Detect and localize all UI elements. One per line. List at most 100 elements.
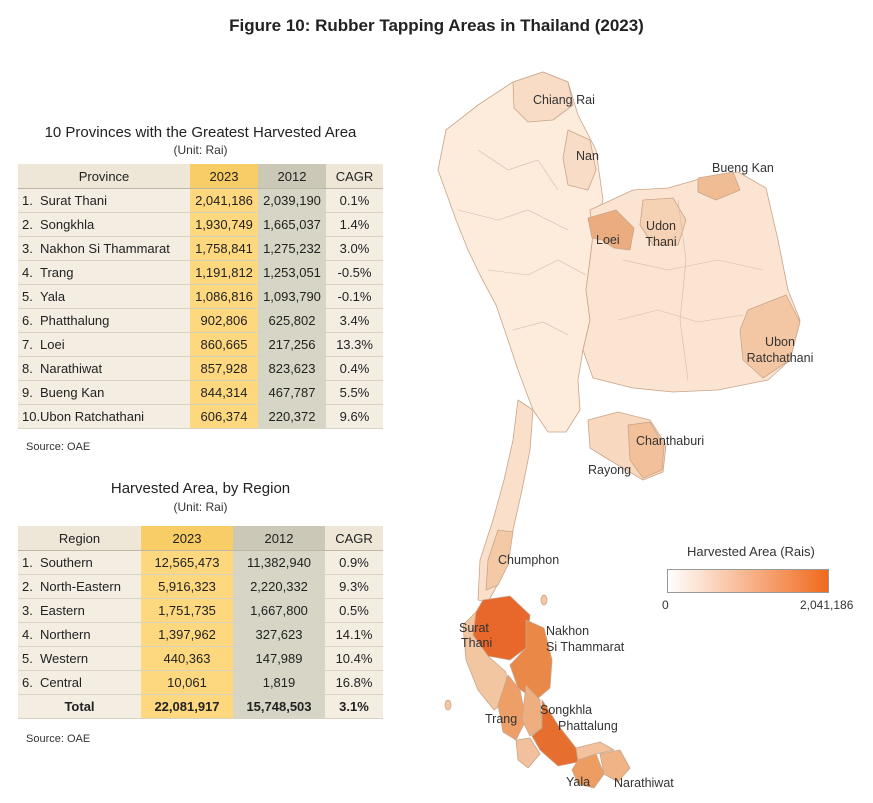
table-row: 1. Surat Thani 2,041,186 2,039,190 0.1% bbox=[18, 188, 383, 213]
row-number: 6. bbox=[22, 675, 33, 690]
map-boundary-line bbox=[617, 309, 744, 323]
provinces-table-title: 10 Provinces with the Greatest Harvested… bbox=[44, 124, 357, 141]
map-label: Loei bbox=[596, 233, 620, 247]
map-province-ubon-ratchathani bbox=[739, 294, 801, 379]
value-2012: 467,787 bbox=[258, 380, 326, 405]
row-number: 4. bbox=[22, 627, 33, 642]
row-number: 3. bbox=[22, 241, 33, 256]
value-2012: 823,623 bbox=[258, 356, 326, 381]
province-label: Narathiwat bbox=[40, 361, 103, 376]
header-2012: 2012 bbox=[233, 526, 325, 551]
region-name: 1. Southern bbox=[18, 550, 141, 575]
province-label: Loei bbox=[40, 337, 65, 352]
figure-title: Figure 10: Rubber Tapping Areas in Thail… bbox=[229, 16, 644, 35]
value-2012: 11,382,940 bbox=[233, 550, 325, 575]
map-region-south-upper bbox=[477, 399, 534, 603]
region-name: 3. Eastern bbox=[18, 598, 141, 623]
row-number: 1. bbox=[22, 555, 33, 570]
row-number: 6. bbox=[22, 313, 33, 328]
map-boundary-line bbox=[512, 321, 569, 336]
table-row: 7. Loei 860,665 217,256 13.3% bbox=[18, 332, 383, 357]
row-number: 7. bbox=[22, 337, 33, 352]
province-label: Nakhon Si Thammarat bbox=[40, 241, 170, 256]
total-2023: 22,081,917 bbox=[141, 694, 233, 719]
value-2012: 147,989 bbox=[233, 646, 325, 671]
province-label: Songkhla bbox=[40, 217, 95, 232]
value-2012: 1,667,800 bbox=[233, 598, 325, 623]
province-name: 9. Bueng Kan bbox=[18, 380, 190, 405]
value-2012: 220,372 bbox=[258, 404, 326, 429]
map-label: Rayong bbox=[588, 463, 631, 477]
provinces-source: Source: OAE bbox=[26, 441, 91, 453]
row-number: 2. bbox=[22, 217, 33, 232]
header-cagr: CAGR bbox=[326, 164, 383, 189]
province-name: 1. Surat Thani bbox=[18, 188, 190, 213]
value-2023: 1,086,816 bbox=[190, 284, 258, 309]
map-boundary-line bbox=[622, 259, 764, 271]
value-cagr: 10.4% bbox=[325, 646, 383, 671]
map-label: Yala bbox=[566, 775, 590, 789]
row-number: 9. bbox=[22, 385, 33, 400]
map-boundary-line bbox=[487, 259, 587, 276]
table-row: 3. Nakhon Si Thammarat 1,758,841 1,275,232 3… bbox=[18, 236, 383, 261]
row-number: 3. bbox=[22, 603, 33, 618]
province-name: 10.Ubon Ratchathani bbox=[18, 404, 190, 429]
provinces-table-header: Province 2023 2012 CAGR bbox=[18, 164, 383, 189]
value-2023: 1,758,841 bbox=[190, 236, 258, 261]
table-row: 4. Trang 1,191,812 1,253,051 -0.5% bbox=[18, 260, 383, 285]
table-row: 1. Southern 12,565,473 11,382,940 0.9% bbox=[18, 550, 383, 575]
value-2023: 2,041,186 bbox=[190, 188, 258, 213]
header-region: Region bbox=[18, 526, 141, 551]
value-2012: 217,256 bbox=[258, 332, 326, 357]
province-label: Bueng Kan bbox=[40, 385, 105, 400]
header-2012: 2012 bbox=[258, 164, 326, 189]
map-province-chanthaburi bbox=[627, 421, 665, 479]
table-row: 2. Songkhla 1,930,749 1,665,037 1.4% bbox=[18, 212, 383, 237]
value-2023: 606,374 bbox=[190, 404, 258, 429]
value-2023: 1,191,812 bbox=[190, 260, 258, 285]
map-province-loei bbox=[587, 209, 635, 251]
legend-color-scale bbox=[667, 569, 829, 593]
value-2023: 1,751,735 bbox=[141, 598, 233, 623]
map-province-phatthalung bbox=[521, 684, 543, 737]
province-name: 4. Trang bbox=[18, 260, 190, 285]
table-row: 8. Narathiwat 857,928 823,623 0.4% bbox=[18, 356, 383, 381]
map-province-satun bbox=[515, 737, 541, 769]
table-row: 2. North-Eastern 5,916,323 2,220,332 9.3% bbox=[18, 574, 383, 599]
map-label: Thani bbox=[461, 636, 492, 650]
map-label: Thani bbox=[645, 235, 676, 249]
table-row: 10.Ubon Ratchathani 606,374 220,372 9.6% bbox=[18, 404, 383, 429]
map-label: Chumphon bbox=[498, 553, 559, 567]
value-cagr: 16.8% bbox=[325, 670, 383, 695]
table-row: 9. Bueng Kan 844,314 467,787 5.5% bbox=[18, 380, 383, 405]
map-boundary-line bbox=[677, 199, 689, 381]
row-number: 2. bbox=[22, 579, 33, 594]
map-label: Nan bbox=[576, 149, 599, 163]
map-label: Udon bbox=[646, 219, 676, 233]
map-province-songkhla bbox=[531, 699, 579, 767]
region-table-title: Harvested Area, by Region bbox=[110, 480, 291, 497]
header-province: Province bbox=[18, 164, 190, 189]
map-label: Si Thammarat bbox=[546, 640, 625, 654]
value-cagr: 0.1% bbox=[326, 188, 383, 213]
legend-max: 2,041,186 bbox=[800, 598, 854, 612]
map-island bbox=[540, 594, 548, 606]
map-boundary-line bbox=[477, 149, 559, 191]
map-province-udon-thani bbox=[639, 197, 687, 246]
map-province-chiang-rai bbox=[512, 71, 574, 123]
map-province-chumphon bbox=[485, 529, 514, 591]
value-cagr: 3.4% bbox=[326, 308, 383, 333]
region-label: Western bbox=[40, 651, 89, 666]
thailand-choropleth-map: Chiang Rai Nan Bueng Kan Loei Udon Thani Ubon R… bbox=[437, 71, 813, 790]
map-label: Narathiwat bbox=[614, 776, 674, 790]
row-number: 8. bbox=[22, 361, 33, 376]
province-name: 6. Phatthalung bbox=[18, 308, 190, 333]
value-cagr: 3.0% bbox=[326, 236, 383, 261]
value-2023: 857,928 bbox=[190, 356, 258, 381]
map-province-nan bbox=[562, 129, 597, 191]
map-label: Chiang Rai bbox=[533, 93, 595, 107]
header-cagr: CAGR bbox=[325, 526, 383, 551]
value-cagr: 0.9% bbox=[325, 550, 383, 575]
province-name: 3. Nakhon Si Thammarat bbox=[18, 236, 190, 261]
table-row: 6. Phatthalung 902,806 625,802 3.4% bbox=[18, 308, 383, 333]
